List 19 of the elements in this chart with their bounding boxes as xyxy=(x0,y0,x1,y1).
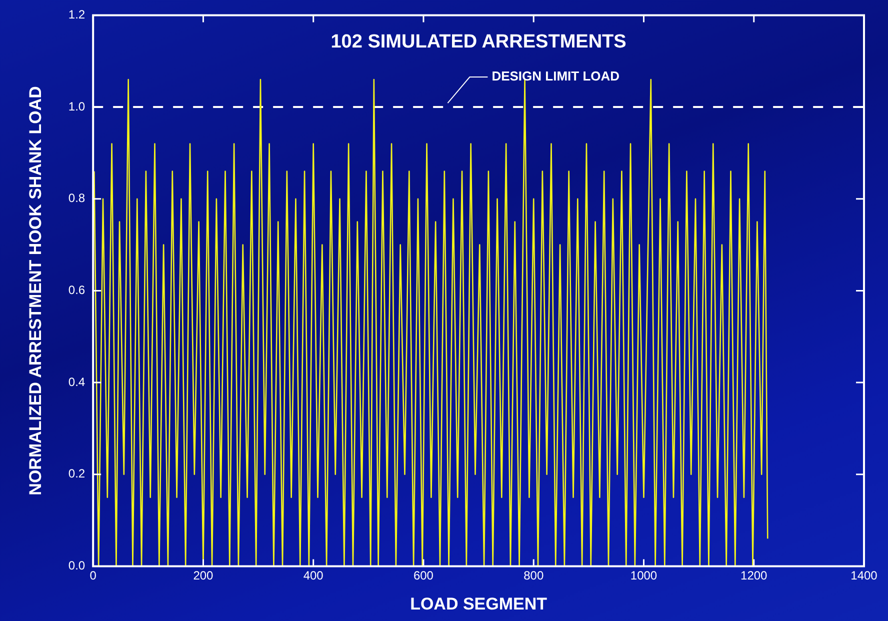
x-tick-label: 1200 xyxy=(740,568,768,583)
ref-line-label: DESIGN LIMIT LOAD xyxy=(492,68,620,84)
y-tick-label: 1.0 xyxy=(68,99,86,114)
x-tick-label: 1400 xyxy=(850,568,878,583)
y-tick-label: 0.2 xyxy=(68,466,86,481)
x-tick-label: 400 xyxy=(303,568,324,583)
y-tick-label: 0.0 xyxy=(68,558,86,573)
y-tick-label: 1.2 xyxy=(68,8,86,22)
y-tick-label: 0.8 xyxy=(68,191,86,206)
y-tick-label: 0.6 xyxy=(68,283,86,298)
x-tick-label: 600 xyxy=(413,568,434,583)
x-tick-label: 800 xyxy=(524,568,544,583)
text: 102 SIMULATED ARRESTMENTS xyxy=(330,31,626,52)
y-axis-title: NORMALIZED ARRESTMENT HOOK SHANK LOAD xyxy=(26,86,45,496)
x-axis-title: LOAD SEGMENT xyxy=(410,594,548,614)
x-tick-label: 0 xyxy=(90,568,97,583)
x-tick-label: 200 xyxy=(193,568,214,583)
y-tick-label: 0.4 xyxy=(68,374,86,389)
x-tick-label: 1000 xyxy=(630,568,658,583)
